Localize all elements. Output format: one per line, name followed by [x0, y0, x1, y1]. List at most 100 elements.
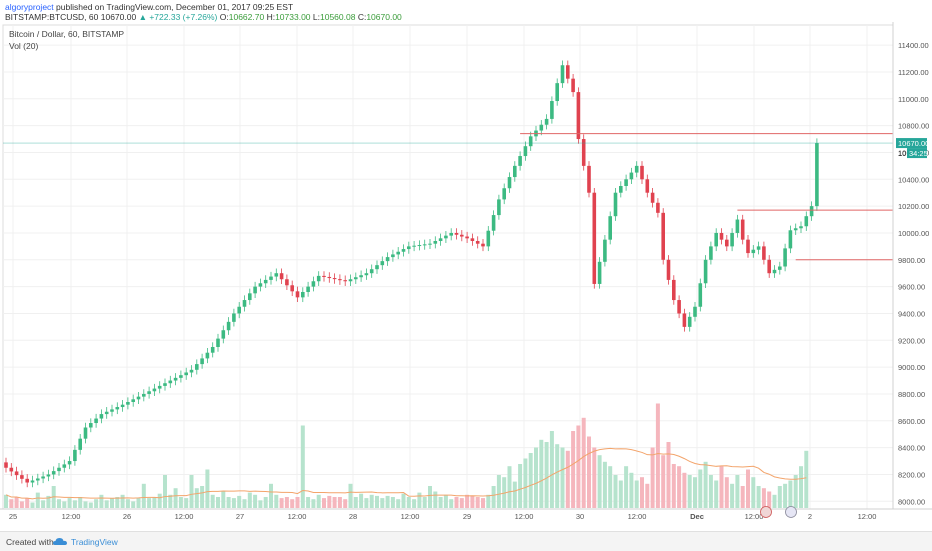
volume-bar: [655, 403, 660, 508]
volume-bar: [693, 477, 697, 508]
volume-bar: [449, 499, 454, 508]
candle-body: [809, 206, 814, 217]
tradingview-brand[interactable]: TradingView: [71, 537, 118, 547]
volume-bar: [406, 497, 411, 508]
price-axis-bg: [893, 22, 932, 509]
price-tick-label: 11200.00: [898, 68, 929, 77]
candle-body: [248, 293, 252, 301]
volume-bar: [618, 480, 623, 508]
candle-body: [592, 192, 597, 284]
time-tick-label: 26: [123, 512, 131, 521]
volume-bar: [306, 497, 311, 508]
volume-bar: [152, 497, 157, 508]
candle-body: [491, 215, 496, 231]
candle-body: [131, 399, 135, 403]
volume-bar: [46, 495, 51, 508]
volume-bar: [274, 494, 279, 508]
volume-bar: [173, 488, 178, 508]
volume-bar: [4, 494, 8, 508]
candle-body: [555, 83, 559, 102]
candle-body: [163, 383, 167, 386]
candle-body: [306, 286, 310, 292]
candle-body: [799, 226, 803, 229]
candle-body: [380, 261, 385, 266]
candle-body: [475, 241, 480, 244]
volume-bar: [746, 469, 750, 508]
candle-body: [719, 232, 724, 240]
candle-body: [449, 232, 453, 236]
volume-bar: [284, 497, 289, 508]
volume-bar: [438, 497, 443, 508]
volume-bar: [327, 495, 332, 508]
volume-bar: [163, 475, 167, 508]
symbol-line: BITSTAMP:BTCUSD, 60 10670.00 ▲ +722.33 (…: [5, 12, 402, 22]
price-chart[interactable]: 8000.00 8200.00 8400.00 8600.00 8800.00 9000.…: [0, 22, 932, 531]
candle-body: [173, 377, 178, 381]
volume-bar: [640, 477, 644, 508]
close-value: 10670.00: [366, 12, 402, 22]
volume-bar: [428, 486, 432, 508]
candle-body: [226, 321, 231, 331]
candle-body: [359, 275, 363, 278]
candle-body: [698, 283, 703, 307]
volume-bar: [443, 494, 448, 508]
candle-body: [20, 475, 24, 479]
candle-body: [587, 165, 591, 193]
countdown-tag-bg: [907, 148, 927, 159]
publish-text: published on TradingView.com, December 0…: [56, 2, 294, 12]
price-tick-label: 9600.00: [898, 283, 925, 292]
volume-bar: [549, 431, 554, 508]
volume-bar: [290, 499, 295, 508]
candle-body: [301, 291, 305, 298]
candle-body: [269, 276, 273, 280]
volume-bar: [295, 497, 300, 508]
candle-body: [746, 239, 750, 254]
candle-body: [258, 283, 263, 287]
candle-body: [528, 136, 533, 147]
candle-body: [332, 278, 337, 280]
candle-body: [576, 92, 581, 140]
candle-body: [497, 199, 501, 216]
candle-body: [666, 259, 671, 280]
volume-bar: [433, 491, 438, 508]
candle-body: [656, 202, 660, 213]
volume-bar: [560, 447, 565, 508]
candle-body: [629, 172, 634, 180]
volume-bar: [761, 488, 766, 508]
candle-body: [274, 273, 279, 277]
price-tick-label: 8200.00: [898, 470, 925, 479]
candle-body: [470, 238, 475, 242]
legend-title: Bitcoin / Dollar, 60, BITSTAMP: [9, 29, 124, 39]
candle-body: [518, 156, 522, 166]
volume-bar: [231, 498, 236, 508]
volume-bar: [534, 447, 538, 508]
volume-bar: [269, 483, 273, 508]
candle-body: [454, 232, 459, 235]
author-link[interactable]: algoryproject: [5, 2, 54, 12]
volume-bar: [730, 483, 735, 508]
volume-bar: [147, 498, 152, 508]
volume-bar: [571, 431, 576, 508]
last-price-tag: 10670.00: [898, 139, 929, 148]
volume-bar: [629, 472, 634, 508]
countdown-tag: 34:25: [909, 149, 928, 158]
time-tick-label: 28: [349, 512, 357, 521]
last-price-text: 10670.00: [100, 12, 137, 22]
candle-body: [327, 276, 332, 279]
volume-bars: [4, 403, 809, 508]
candle-body: [242, 300, 247, 307]
candle-body: [316, 275, 321, 282]
candle-body: [772, 269, 777, 274]
candle-body: [603, 239, 607, 262]
candle-body: [147, 391, 151, 394]
volume-bar: [661, 455, 666, 508]
volume-bar: [221, 491, 226, 508]
volume-bar: [682, 472, 687, 508]
volume-bar: [523, 458, 528, 508]
event-flag-us[interactable]: [760, 506, 797, 518]
volume-bar: [375, 495, 379, 508]
candle-body: [444, 235, 448, 239]
candle-body: [788, 230, 793, 249]
candle-body: [253, 286, 257, 294]
candle-body: [709, 246, 713, 260]
